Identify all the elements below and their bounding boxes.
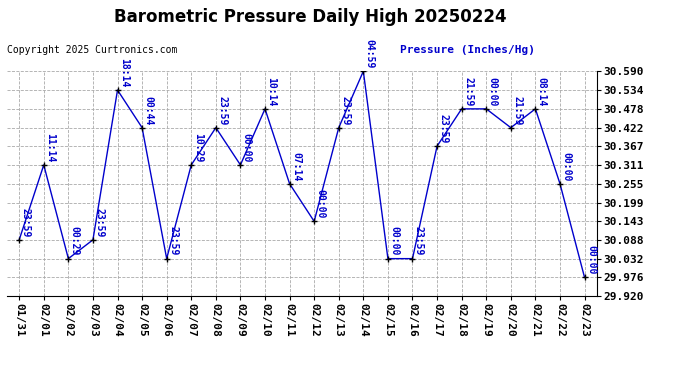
Text: 23:59: 23:59 <box>168 226 178 256</box>
Text: 07:14: 07:14 <box>291 152 301 181</box>
Text: Copyright 2025 Curtronics.com: Copyright 2025 Curtronics.com <box>7 45 177 55</box>
Text: 04:59: 04:59 <box>365 39 375 69</box>
Text: 23:59: 23:59 <box>438 114 449 143</box>
Text: 23:59: 23:59 <box>414 226 424 256</box>
Text: 10:29: 10:29 <box>193 133 203 162</box>
Text: 21:59: 21:59 <box>512 96 522 125</box>
Text: 00:00: 00:00 <box>315 189 326 219</box>
Text: 00:29: 00:29 <box>70 226 80 256</box>
Text: 10:14: 10:14 <box>266 77 277 106</box>
Text: Pressure (Inches/Hg): Pressure (Inches/Hg) <box>400 45 535 55</box>
Text: 08:14: 08:14 <box>537 77 546 106</box>
Text: 00:44: 00:44 <box>144 96 153 125</box>
Text: 00:00: 00:00 <box>241 133 252 162</box>
Text: 00:00: 00:00 <box>562 152 571 181</box>
Text: 23:59: 23:59 <box>340 96 350 125</box>
Text: 21:59: 21:59 <box>463 77 473 106</box>
Text: 23:59: 23:59 <box>21 208 30 237</box>
Text: 00:00: 00:00 <box>488 77 497 106</box>
Text: 11:14: 11:14 <box>45 133 55 162</box>
Text: 23:59: 23:59 <box>95 208 104 237</box>
Text: 00:00: 00:00 <box>389 226 400 256</box>
Text: 23:59: 23:59 <box>217 96 227 125</box>
Text: 18:14: 18:14 <box>119 58 129 87</box>
Text: Barometric Pressure Daily High 20250224: Barometric Pressure Daily High 20250224 <box>114 8 507 26</box>
Text: 00:00: 00:00 <box>586 245 596 274</box>
